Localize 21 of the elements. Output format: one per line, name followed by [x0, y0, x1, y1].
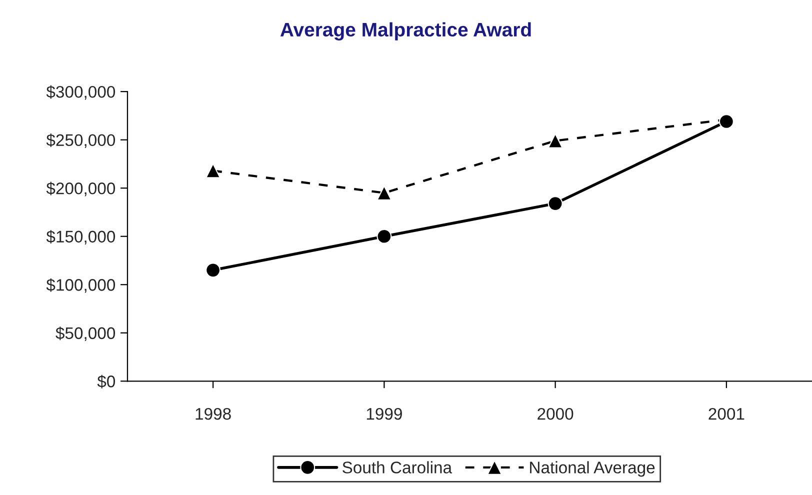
y-tick-label: $50,000	[56, 326, 116, 342]
x-tick-label: 2000	[538, 408, 574, 420]
y-tick-label: $100,000	[46, 278, 116, 293]
x-tick-label: 2001	[708, 408, 744, 420]
point	[206, 262, 221, 278]
legend-label: National Average	[530, 461, 655, 477]
x-tick-label: 1998	[196, 408, 231, 420]
y-tick-label: $200,000	[46, 182, 116, 196]
legend-label: South Carolina	[342, 461, 452, 474]
point	[718, 114, 734, 129]
chart-title: Average Malpractice Award	[280, 22, 531, 40]
point	[206, 163, 221, 178]
y-tick-label: $150,000	[46, 230, 116, 245]
y-tick-label: $300,000	[46, 85, 116, 100]
x-tick-label: 1999	[366, 408, 402, 420]
point	[376, 185, 392, 200]
y-tick-label: $0	[97, 374, 116, 388]
y-tick-label: $250,000	[46, 134, 116, 148]
point	[548, 133, 563, 148]
point	[376, 228, 392, 244]
point	[548, 196, 563, 212]
